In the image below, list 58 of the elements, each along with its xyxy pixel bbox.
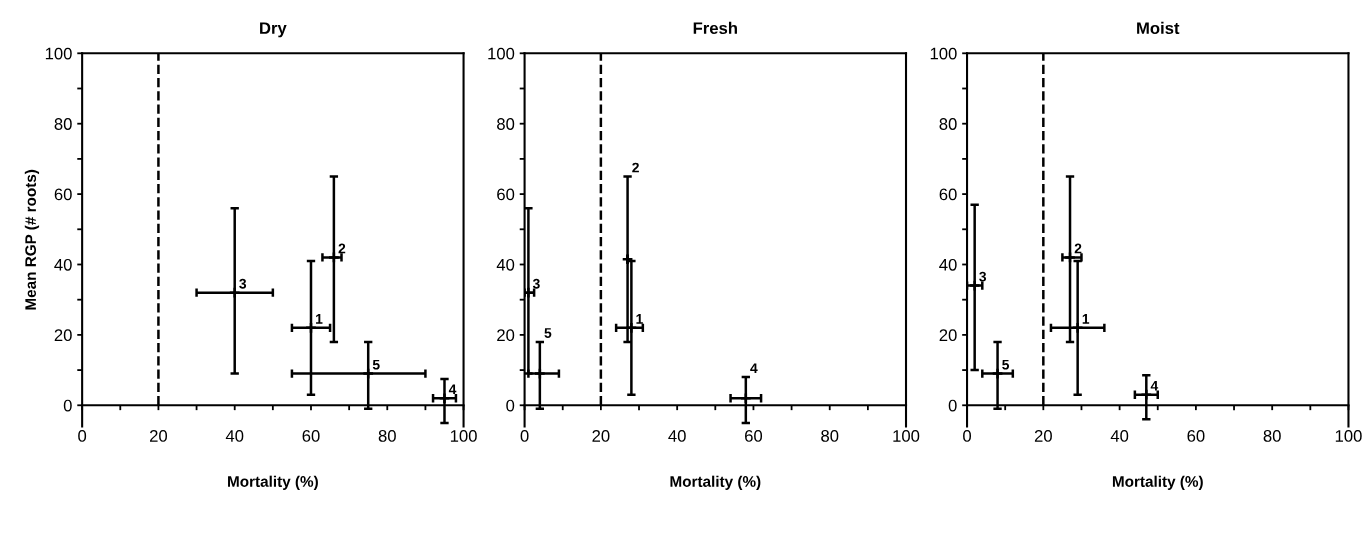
y-tick-label: 80 — [497, 118, 515, 130]
x-tick-label: 0 — [78, 430, 87, 442]
x-tick-label: 80 — [821, 430, 839, 442]
y-tick-label: 60 — [54, 188, 72, 201]
x-tick-label: 60 — [745, 430, 763, 442]
annotation: 2 — [338, 243, 346, 254]
annotation: 4 — [448, 384, 457, 395]
annotation: 5 — [372, 359, 380, 370]
y-axis-title: Mean RGP (# roots) — [24, 169, 40, 310]
annotation: 4 — [750, 363, 758, 373]
x-tick-label: 40 — [225, 430, 244, 442]
x-tick-label: 20 — [592, 430, 610, 442]
annotation: 5 — [1002, 359, 1010, 370]
x-axis-title: Mortality (%) — [1112, 475, 1203, 490]
x-tick-label: 0 — [963, 430, 972, 442]
x-tick-label: 100 — [1335, 430, 1362, 442]
annotation: 3 — [532, 278, 540, 289]
chart-title: Moist — [1137, 21, 1180, 35]
y-tick-label: 80 — [939, 118, 957, 130]
y-tick-label: 0 — [63, 399, 72, 412]
x-tick-label: 100 — [893, 430, 920, 442]
annotation: 2 — [632, 162, 639, 173]
y-tick-label: 100 — [930, 47, 957, 60]
x-tick-label: 40 — [1110, 430, 1129, 442]
annotation: 2 — [1074, 243, 1082, 254]
x-tick-label: 100 — [450, 430, 477, 442]
x-tick-label: 20 — [1034, 430, 1052, 442]
annotation: 1 — [636, 314, 643, 324]
y-tick-label: 100 — [45, 47, 72, 60]
annotation: 3 — [239, 278, 247, 289]
annotation: 4 — [1150, 381, 1159, 391]
x-tick-label: 80 — [1263, 430, 1281, 442]
y-tick-label: 40 — [939, 258, 957, 271]
y-tick-label: 20 — [939, 329, 957, 342]
annotation: 1 — [316, 314, 323, 324]
x-tick-label: 60 — [302, 430, 320, 442]
chart-title: Fresh — [693, 21, 737, 35]
annotation: 5 — [544, 328, 552, 338]
y-tick-label: 60 — [939, 188, 957, 201]
x-axis-title: Mortality (%) — [670, 475, 761, 490]
x-tick-label: 60 — [1187, 430, 1205, 442]
chart-title: Dry — [260, 22, 287, 38]
y-tick-label: 80 — [54, 118, 72, 130]
annotation: 1 — [1082, 314, 1090, 324]
y-tick-label: 0 — [948, 399, 957, 412]
y-tick-label: 40 — [54, 258, 72, 271]
y-tick-label: 40 — [496, 258, 515, 271]
y-tick-label: 20 — [54, 329, 72, 342]
annotation: 3 — [979, 271, 987, 282]
x-tick-label: 80 — [378, 430, 396, 442]
y-tick-label: 60 — [497, 188, 515, 201]
x-tick-label: 40 — [668, 430, 686, 442]
y-tick-label: 20 — [497, 329, 515, 342]
x-tick-label: 0 — [520, 430, 529, 442]
x-axis-title: Mortality (%) — [228, 475, 318, 490]
y-tick-label: 0 — [506, 399, 515, 412]
x-tick-label: 20 — [149, 430, 168, 442]
y-tick-label: 100 — [488, 47, 515, 60]
